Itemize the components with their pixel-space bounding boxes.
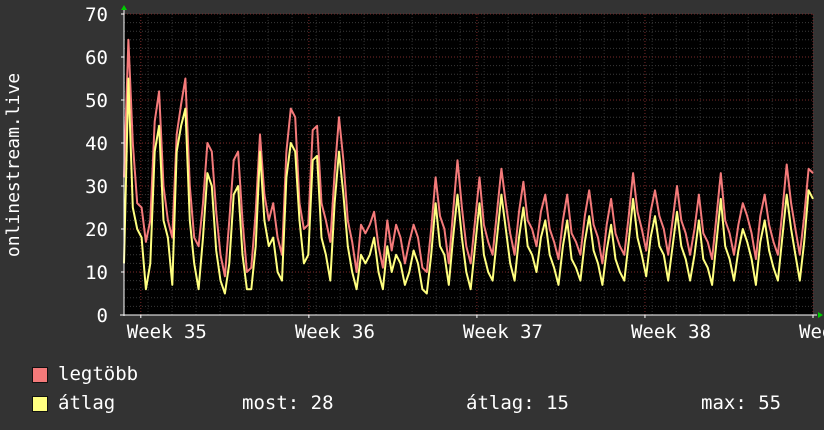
stat-average: átlag: 15 [466, 392, 569, 414]
y-tick-label: 20 [85, 219, 108, 241]
y-tick-label: 40 [85, 133, 108, 155]
legend-row-avg-series: átlag most: 28 átlag: 15 max: 55 [32, 392, 812, 414]
x-tick-label: Week 39 [799, 321, 824, 343]
y-tick-label: 60 [85, 47, 108, 69]
legend-label-max-series: legtöbb [58, 363, 139, 385]
tick-labels: 0 10 20 30 40 50 60 70 Week 35 Week 36 Week 37 Week… [85, 4, 824, 343]
chart-svg: 0 10 20 30 40 50 60 70 Week 35 Week 36 Week 37 Week… [3, 4, 824, 343]
x-tick-label: Week 38 [631, 321, 711, 343]
y-axis-label: onlinestream.live [3, 73, 24, 257]
y-axis-arrow-icon [121, 5, 127, 10]
legend-label-avg-series: átlag [58, 392, 116, 414]
y-tick-label: 50 [85, 90, 108, 112]
x-tick-label: Week 37 [463, 321, 543, 343]
series-line-max [123, 38, 814, 278]
x-axis-arrow-icon [818, 312, 823, 318]
y-tick-label: 70 [85, 4, 108, 26]
y-tick-label: 0 [97, 305, 108, 327]
series-lines [123, 38, 814, 295]
x-tick-label: Week 35 [127, 321, 207, 343]
legend-swatch-yellow [32, 396, 48, 412]
stat-current: most: 28 [242, 392, 334, 414]
y-tick-label: 10 [85, 262, 108, 284]
y-tick-label: 30 [85, 176, 108, 198]
stat-maximum: max: 55 [701, 392, 782, 414]
x-tick-label: Week 36 [295, 321, 375, 343]
series-line-avg [123, 77, 814, 295]
axes [120, 5, 823, 318]
legend-swatch-red [32, 367, 48, 383]
